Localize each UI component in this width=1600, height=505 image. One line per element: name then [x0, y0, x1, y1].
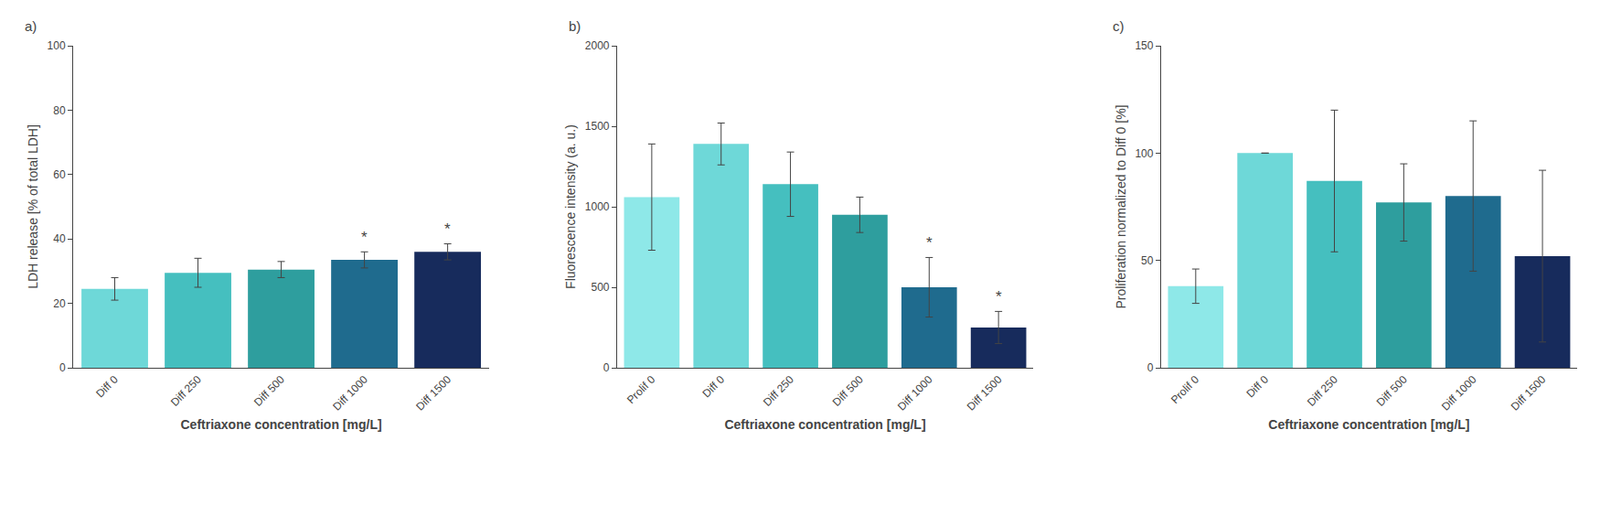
svg-text:0: 0: [59, 361, 66, 374]
svg-text:Diff 500: Diff 500: [251, 373, 288, 409]
svg-text:80: 80: [53, 104, 66, 118]
svg-text:a): a): [24, 18, 37, 34]
svg-text:2000: 2000: [585, 39, 610, 53]
svg-text:Diff 0: Diff 0: [1243, 373, 1271, 401]
svg-text:Ceftriaxone concentration [mg/: Ceftriaxone concentration [mg/L]: [180, 416, 382, 432]
svg-text:0: 0: [1147, 361, 1154, 374]
svg-text:*: *: [926, 234, 933, 252]
svg-text:Diff 250: Diff 250: [168, 373, 204, 409]
svg-text:20: 20: [53, 297, 66, 310]
svg-text:Diff 1500: Diff 1500: [413, 373, 454, 414]
svg-text:*: *: [995, 288, 1003, 306]
svg-text:c): c): [1112, 18, 1125, 34]
svg-text:Diff 1000: Diff 1000: [1439, 373, 1480, 414]
svg-text:Ceftriaxone concentration [mg/: Ceftriaxone concentration [mg/L]: [724, 416, 926, 432]
svg-text:Diff 0: Diff 0: [700, 373, 728, 401]
svg-text:Diff 0: Diff 0: [93, 373, 121, 401]
svg-text:1500: 1500: [585, 119, 610, 133]
svg-text:Diff 1500: Diff 1500: [1508, 373, 1549, 414]
svg-text:Diff 250: Diff 250: [760, 373, 797, 409]
svg-text:40: 40: [53, 232, 66, 246]
svg-text:Diff 250: Diff 250: [1304, 373, 1341, 409]
svg-text:*: *: [361, 228, 368, 246]
svg-text:LDH release [% of total LDH]: LDH release [% of total LDH]: [25, 124, 41, 289]
svg-text:100: 100: [1134, 147, 1153, 160]
svg-text:Diff 1000: Diff 1000: [895, 373, 936, 414]
svg-text:Fluorescence intensity (a. u.): Fluorescence intensity (a. u.): [563, 124, 578, 289]
svg-text:Ceftriaxone concentration [mg/: Ceftriaxone concentration [mg/L]: [1268, 416, 1470, 432]
svg-text:Diff 500: Diff 500: [830, 373, 866, 409]
svg-text:Prolif 0: Prolif 0: [1168, 373, 1203, 407]
svg-text:b): b): [568, 18, 581, 34]
svg-text:60: 60: [53, 168, 66, 182]
svg-text:150: 150: [1134, 39, 1153, 53]
svg-text:0: 0: [603, 361, 610, 374]
svg-text:1000: 1000: [585, 200, 610, 214]
svg-text:Prolif 0: Prolif 0: [624, 373, 659, 407]
svg-text:Diff 500: Diff 500: [1374, 373, 1410, 409]
svg-text:Proliferation normalized to Di: Proliferation normalized to Diff 0 [%]: [1113, 104, 1129, 309]
svg-text:50: 50: [1141, 254, 1154, 267]
svg-text:*: *: [444, 220, 451, 238]
svg-text:100: 100: [47, 39, 66, 53]
svg-text:500: 500: [591, 280, 610, 294]
svg-text:Diff 1000: Diff 1000: [330, 373, 371, 414]
svg-text:Diff 1500: Diff 1500: [964, 373, 1005, 414]
